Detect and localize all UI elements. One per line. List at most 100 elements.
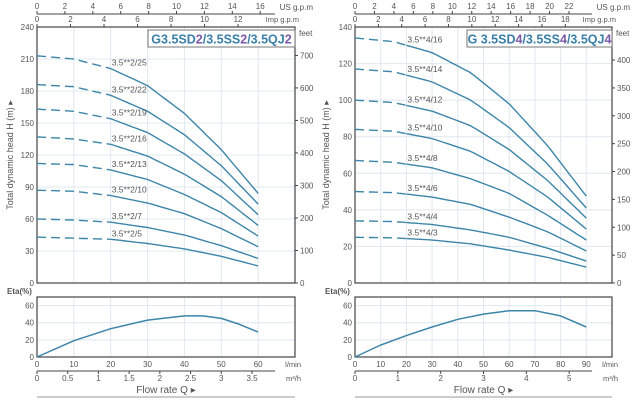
usgpm-tick-label: 12 — [467, 2, 476, 11]
curve-label: 3.5**4/4 — [407, 212, 438, 222]
impgpm-tick-label: 0 — [353, 15, 358, 24]
head-curve-dashed — [36, 189, 111, 197]
head-curve — [406, 163, 587, 241]
efficiency-curve — [36, 315, 259, 358]
impgpm-tick-label: 6 — [135, 15, 140, 24]
head-curve — [406, 237, 587, 268]
eta-axis-label: Eta(%) — [325, 287, 350, 296]
flow-rate-label: Flow rate Q ▸ — [454, 385, 513, 396]
head-tick-label: 120 — [21, 151, 35, 160]
chart-title: G3.5SD2/3.5SS2/3.5QJ2 — [151, 33, 291, 47]
eta-tick-label: 60 — [25, 302, 34, 311]
title-part: G 3.5SD — [468, 33, 516, 47]
head-curve — [406, 193, 587, 252]
curve-label: 3.5**4/8 — [407, 153, 438, 163]
chart-1: 0306090120150180210240020406001002003004… — [5, 2, 314, 398]
head-tick-label: 180 — [21, 87, 35, 96]
head-curve — [110, 169, 259, 237]
eta-tick-label: 40 — [343, 319, 352, 328]
head-plot-frame — [354, 26, 613, 284]
head-curve — [110, 221, 259, 260]
impgpm-unit-label: Imp g.p.m — [266, 15, 299, 24]
feet-tick-label: 0 — [300, 279, 305, 288]
head-curve-dashed — [354, 128, 407, 135]
title-part: /3.5QJ — [247, 33, 285, 47]
title-box — [466, 29, 613, 48]
curve-label: 3.5**2/10 — [112, 185, 147, 195]
head-tick-label: 0 — [30, 279, 35, 288]
impgpm-unit-label: Imp g.p.m — [583, 15, 616, 24]
head-curve — [110, 94, 259, 205]
impgpm-tick-label: 4 — [400, 15, 405, 24]
impgpm-tick-label: 4 — [102, 15, 107, 24]
head-tick-label: 60 — [25, 215, 34, 224]
title-box — [147, 29, 296, 48]
usgpm-tick-label: 16 — [256, 2, 265, 11]
eta-plot-frame — [36, 296, 296, 358]
lmin-tick-label: 30 — [143, 360, 152, 369]
m3h-unit-label: m³/h — [603, 374, 618, 383]
feet-tick-label: 250 — [617, 140, 631, 149]
lmin-tick-label: 10 — [69, 360, 78, 369]
head-plot-frame — [36, 26, 296, 284]
impgpm-tick-label: 0 — [35, 15, 40, 24]
feet-tick-label: 150 — [617, 195, 631, 204]
head-curve-dashed — [36, 236, 111, 240]
head-curve-dashed — [36, 83, 111, 96]
impgpm-tick-label: 6 — [423, 15, 428, 24]
head-curve-dashed — [36, 55, 111, 70]
feet-tick-label: 300 — [617, 112, 631, 121]
lmin-tick-label: 80 — [556, 360, 565, 369]
chart-title: G 3.5SD4/3.5SS4/3.5QJ4 — [468, 33, 612, 47]
curve-label: 3.5**2/22 — [112, 84, 147, 94]
head-tick-label: 90 — [25, 183, 34, 192]
curve-label: 3.5**4/10 — [407, 123, 442, 133]
title-part: /3.5QJ — [567, 33, 605, 47]
usgpm-tick-label: 2 — [372, 2, 377, 11]
feet-unit-label: feet — [299, 29, 313, 38]
m3h-tick-label: 1.5 — [124, 374, 136, 383]
feet-tick-label: 400 — [617, 56, 631, 65]
lmin-tick-label: 20 — [402, 360, 411, 369]
usgpm-tick-label: 6 — [118, 2, 123, 11]
curve-label: 3.5**4/12 — [407, 94, 442, 104]
lmin-unit-label: l/min — [285, 360, 301, 369]
lmin-tick-label: 70 — [530, 360, 539, 369]
head-curve-dashed — [36, 136, 111, 145]
m3h-unit-label: m³/h — [286, 374, 301, 383]
eta-axis-label: Eta(%) — [7, 287, 32, 296]
feet-tick-label: 100 — [617, 223, 631, 232]
usgpm-tick-label: 4 — [91, 2, 96, 11]
y-axis-label: Total dynamic head H (m) ▸ — [5, 100, 15, 210]
feet-tick-label: 50 — [617, 251, 626, 260]
feet-tick-label: 200 — [300, 214, 314, 223]
feet-tick-label: 700 — [300, 51, 314, 60]
eta-tick-label: 0 — [30, 353, 35, 362]
feet-tick-label: 500 — [300, 116, 314, 125]
impgpm-tick-label: 2 — [376, 15, 381, 24]
head-curve — [110, 143, 259, 226]
feet-tick-label: 100 — [300, 246, 314, 255]
head-tick-label: 140 — [339, 23, 353, 32]
head-curve-dashed — [36, 162, 111, 171]
eta-tick-label: 40 — [25, 319, 34, 328]
curve-label: 3.5**2/25 — [112, 58, 147, 68]
curve-label: 3.5**4/6 — [407, 183, 438, 193]
curve-label: 3.5**2/19 — [112, 108, 147, 118]
feet-tick-label: 200 — [617, 168, 631, 177]
m3h-tick-label: 2 — [438, 374, 443, 383]
impgpm-tick-label: 8 — [169, 15, 174, 24]
head-curve — [110, 67, 259, 194]
head-curve-dashed — [355, 236, 407, 240]
efficiency-curve — [354, 309, 587, 358]
m3h-tick-label: 3 — [481, 374, 486, 383]
m3h-tick-label: 0 — [353, 374, 358, 383]
lmin-tick-label: 10 — [376, 360, 385, 369]
head-curve — [406, 133, 587, 230]
m3h-tick-label: 0 — [35, 374, 40, 383]
y-axis-label: Total dynamic head H (m) ▸ — [321, 100, 331, 210]
usgpm-tick-label: 12 — [200, 2, 209, 11]
curve-label: 3.5**4/16 — [407, 34, 442, 44]
title-part: 2 — [285, 33, 292, 47]
